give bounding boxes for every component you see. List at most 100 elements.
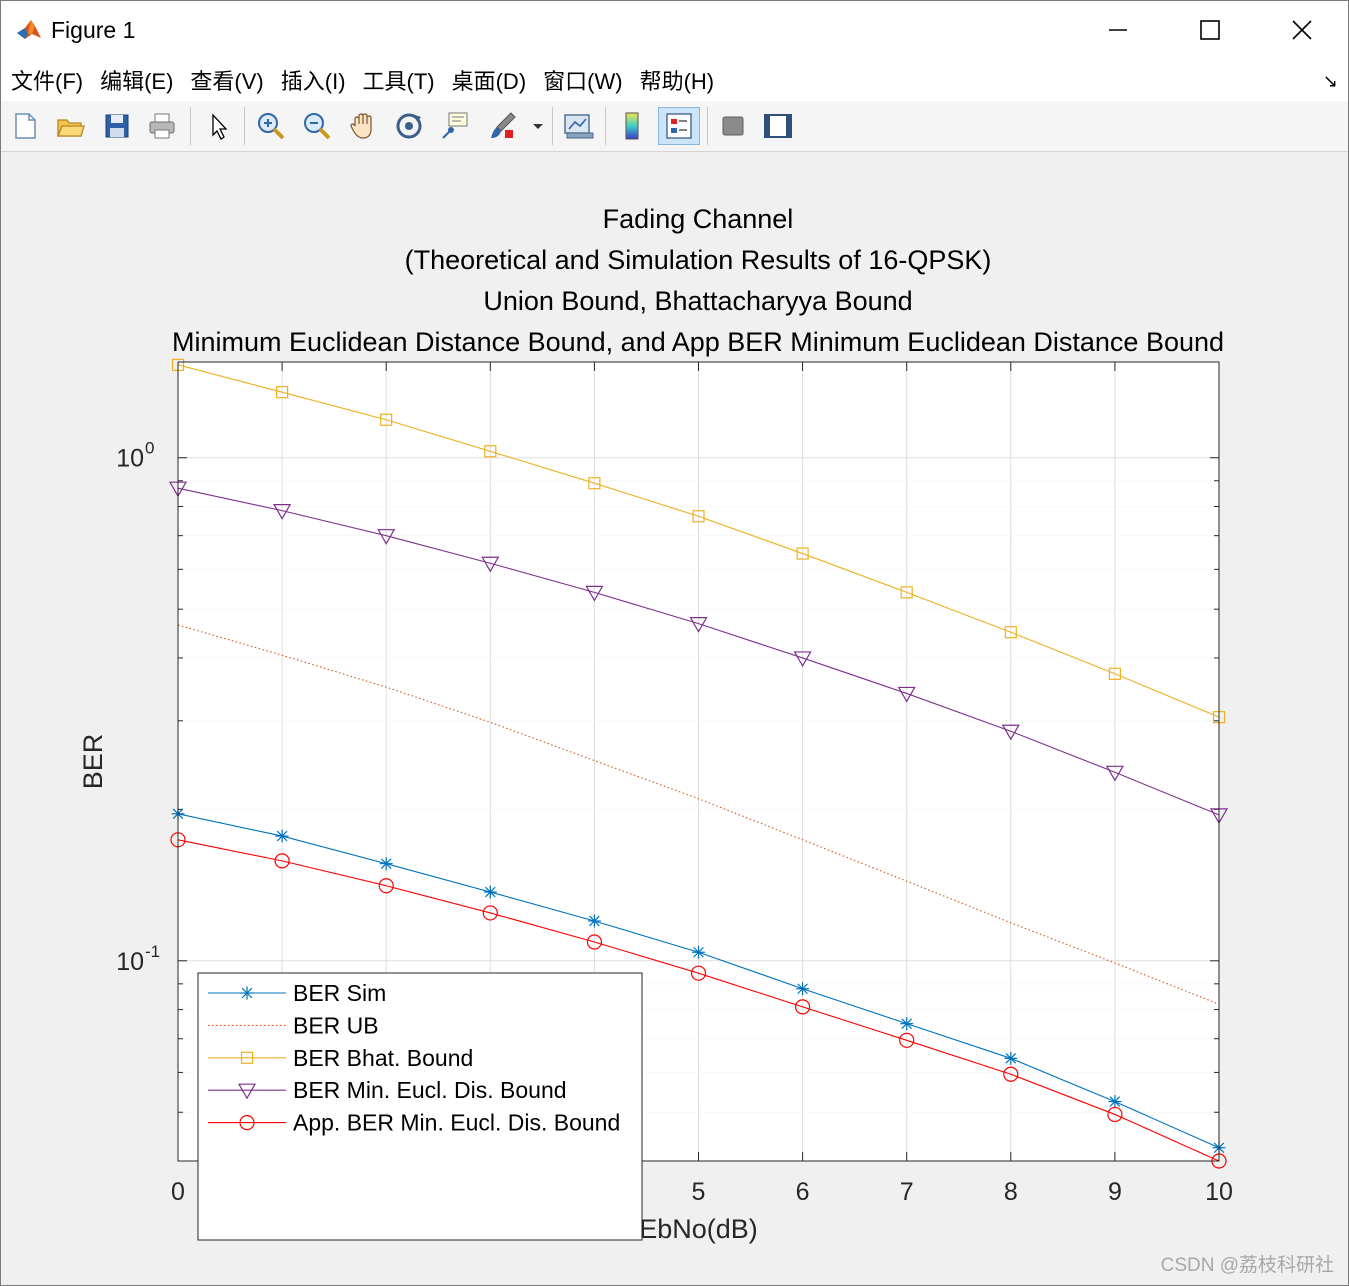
series-ber-sim <box>171 807 1226 1155</box>
data-point <box>899 1032 915 1048</box>
data-point <box>275 829 289 843</box>
rotate-3d-button[interactable] <box>391 107 427 145</box>
data-point <box>1003 1066 1019 1082</box>
data-point <box>1001 724 1020 741</box>
print-button[interactable] <box>144 107 180 145</box>
colorbar-icon <box>625 112 639 140</box>
toolbar-separator <box>190 107 191 145</box>
maximize-button[interactable] <box>1164 1 1256 59</box>
data-point <box>587 914 601 928</box>
data-point <box>482 905 498 921</box>
figure-toolbar <box>1 101 1348 152</box>
new-figure-icon <box>15 113 36 139</box>
menu-edit[interactable]: 编辑(E) <box>100 69 174 94</box>
data-point <box>273 504 292 520</box>
x-tick-label: 10 <box>1205 1178 1233 1206</box>
menu-tools[interactable]: 工具(T) <box>362 69 435 94</box>
close-button[interactable] <box>1256 1 1348 59</box>
x-tick-label: 6 <box>796 1178 810 1206</box>
zoom-out-icon <box>304 113 331 140</box>
link-plot-button[interactable] <box>560 107 596 145</box>
legend-label: BER Bhat. Bound <box>293 1045 473 1071</box>
series-line <box>177 624 1220 1005</box>
legend-entry[interactable]: BER Bhat. Bound <box>208 1045 473 1071</box>
data-point <box>1004 626 1017 639</box>
data-point <box>692 510 705 523</box>
window-controls <box>1072 1 1348 59</box>
data-point <box>481 556 500 573</box>
toolbar-separator <box>707 107 708 145</box>
close-icon <box>1292 20 1312 40</box>
x-tick-label: 8 <box>1004 1178 1018 1206</box>
zoom-in-button[interactable] <box>253 107 289 145</box>
menu-desktop[interactable]: 桌面(D) <box>451 69 527 94</box>
data-point <box>1107 1106 1123 1123</box>
edit-plot-button[interactable] <box>200 107 236 145</box>
save-icon <box>105 114 129 138</box>
menu-view[interactable]: 查看(V) <box>190 69 264 94</box>
title-bar[interactable]: Figure 1 <box>1 1 1348 59</box>
pointer-arrow-icon <box>212 113 228 140</box>
data-point <box>378 878 394 894</box>
data-point <box>588 477 601 490</box>
hand-icon <box>350 113 372 139</box>
series-line <box>177 487 1220 816</box>
legend-entry[interactable]: App. BER Min. Eucl. Dis. Bound <box>208 1110 620 1136</box>
series-line <box>177 364 1220 718</box>
brush-dropdown-button[interactable] <box>528 107 548 145</box>
legend-entry[interactable]: BER UB <box>208 1012 379 1038</box>
data-point <box>796 547 809 560</box>
menu-file[interactable]: 文件(F) <box>11 69 84 94</box>
ticks <box>177 362 1220 1162</box>
toolbar-separator <box>244 107 245 145</box>
menu-insert[interactable]: 插入(I) <box>280 69 346 94</box>
menu-window[interactable]: 窗口(W) <box>543 69 623 94</box>
legend-entry[interactable]: BER Min. Eucl. Dis. Bound <box>208 1077 567 1103</box>
toolbar-separator <box>552 107 553 145</box>
y-tick-exponent: 0 <box>145 439 154 458</box>
data-point <box>900 586 913 599</box>
legend-marker <box>240 1051 254 1064</box>
data-point <box>1108 1095 1122 1109</box>
hide-plot-tools-button[interactable] <box>715 107 751 145</box>
data-point <box>484 445 497 458</box>
window-title: Figure 1 <box>51 16 136 43</box>
brush-icon <box>491 112 516 138</box>
series-ber-ub <box>177 624 1220 1005</box>
series-line <box>177 839 1220 1162</box>
insert-colorbar-button[interactable] <box>614 107 650 145</box>
new-figure-button[interactable] <box>7 107 43 145</box>
watermark: CSDN @荔枝科研社 <box>1160 1255 1334 1276</box>
show-plot-tools-button[interactable] <box>760 107 796 145</box>
menu-help[interactable]: 帮助(H) <box>639 69 715 94</box>
data-cursor-button[interactable] <box>437 107 473 145</box>
zoom-out-button[interactable] <box>299 107 335 145</box>
brush-button[interactable] <box>485 107 521 145</box>
data-point <box>1004 1051 1018 1065</box>
data-point <box>274 853 290 869</box>
legend-label: BER UB <box>293 1012 379 1038</box>
insert-legend-button[interactable] <box>658 107 700 145</box>
data-point <box>900 1017 914 1031</box>
x-tick-label: 7 <box>900 1178 914 1206</box>
legend-marker <box>240 986 254 1000</box>
legend[interactable]: BER Sim BER UB BER Bhat. Bound BER Min. Euc… <box>197 972 643 1241</box>
y-tick-exponent: -1 <box>145 942 160 961</box>
x-tick-label: 9 <box>1108 1178 1122 1206</box>
y-tick-label: 10 <box>116 948 144 976</box>
legend-icon <box>666 113 692 139</box>
rotate-icon <box>396 113 422 139</box>
chart-title-line: Union Bound, Bhattacharyya Bound <box>483 286 912 316</box>
dock-figure-icon[interactable]: ↘ <box>1322 71 1338 91</box>
legend-label: BER Sim <box>293 980 386 1006</box>
series-ber-bhat-bound <box>171 358 1226 724</box>
minimize-button[interactable] <box>1072 1 1164 59</box>
series-ber-min-eucl-bound <box>168 481 1229 825</box>
legend-entry[interactable]: BER Sim <box>208 980 386 1006</box>
pan-button[interactable] <box>345 107 381 145</box>
open-file-button[interactable] <box>52 107 88 145</box>
save-button[interactable] <box>99 107 135 145</box>
